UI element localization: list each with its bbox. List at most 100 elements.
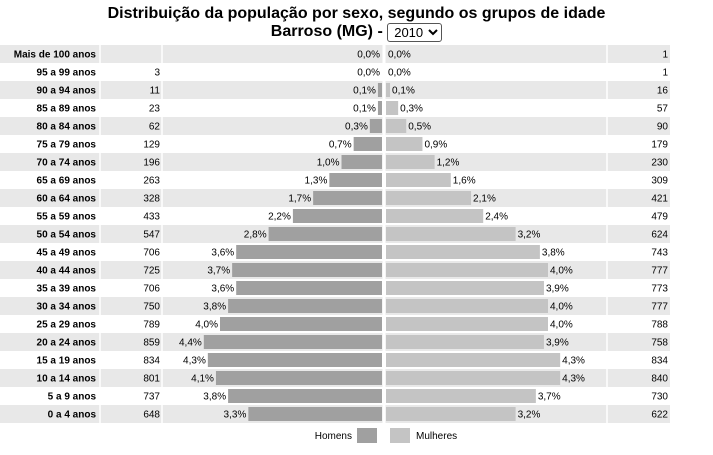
legend-women-label: Mulheres (416, 431, 457, 442)
women-bar (386, 83, 391, 97)
women-percent-label: 3,2% (518, 230, 541, 241)
men-percent-label: 0,0% (357, 50, 380, 61)
men-percent-label: 3,8% (203, 302, 226, 313)
men-percent-label: 4,1% (191, 374, 214, 385)
women-bar (386, 137, 423, 151)
men-count-label: 859 (143, 338, 160, 349)
women-count-label: 16 (657, 86, 669, 97)
women-bar (386, 101, 399, 115)
age-group-label: 55 a 59 anos (37, 212, 97, 223)
men-percent-label: 1,0% (317, 158, 340, 169)
men-count-label: 648 (143, 410, 160, 421)
women-count-label: 773 (651, 284, 668, 295)
women-count-label: 1 (662, 50, 668, 61)
women-count-label: 1 (662, 68, 668, 79)
men-count-label: 11 (150, 86, 161, 97)
age-group-label: 20 a 24 anos (37, 338, 97, 349)
women-percent-label: 4,0% (550, 266, 573, 277)
men-bar (377, 101, 382, 115)
men-count-label: 737 (143, 392, 160, 403)
women-percent-label: 4,0% (550, 320, 573, 331)
men-count-label: 3 (154, 68, 160, 79)
men-bar (248, 407, 382, 421)
women-percent-label: 0,0% (388, 50, 411, 61)
men-percent-label: 0,7% (329, 140, 352, 151)
year-select[interactable]: 2010 (387, 23, 443, 42)
men-percent-label: 4,0% (195, 320, 218, 331)
men-percent-label: 0,1% (353, 86, 376, 97)
women-count-label: 788 (651, 320, 668, 331)
women-count-label: 622 (651, 410, 668, 421)
women-percent-label: 0,1% (392, 86, 415, 97)
women-bar (386, 353, 561, 367)
women-percent-label: 1,2% (437, 158, 460, 169)
women-count-label: 230 (651, 158, 668, 169)
men-percent-label: 3,6% (211, 248, 234, 259)
men-percent-label: 0,0% (357, 68, 380, 79)
row-stripe (0, 117, 670, 135)
women-bar (386, 263, 548, 277)
men-percent-label: 2,2% (268, 212, 291, 223)
age-group-label: 5 a 9 anos (48, 392, 97, 403)
age-group-label: 15 a 19 anos (37, 356, 97, 367)
row-stripe (0, 81, 670, 99)
men-count-label: 750 (143, 302, 160, 313)
women-count-label: 309 (651, 176, 668, 187)
age-group-label: 35 a 39 anos (37, 284, 97, 295)
women-percent-label: 0,9% (424, 140, 447, 151)
women-bar (386, 227, 516, 241)
men-bar (215, 371, 382, 385)
women-percent-label: 3,9% (546, 284, 569, 295)
age-group-label: 10 a 14 anos (37, 374, 97, 385)
women-bar (386, 119, 407, 133)
women-count-label: 743 (651, 248, 668, 259)
men-percent-label: 2,8% (244, 230, 267, 241)
women-count-label: 777 (651, 302, 668, 313)
age-group-label: 40 a 44 anos (37, 266, 97, 277)
men-bar (228, 389, 382, 403)
women-bar (386, 317, 548, 331)
women-bar (386, 173, 451, 187)
men-percent-label: 3,6% (211, 284, 234, 295)
women-percent-label: 3,7% (538, 392, 561, 403)
men-percent-label: 0,3% (345, 122, 368, 133)
women-percent-label: 4,3% (562, 374, 585, 385)
women-count-label: 179 (651, 140, 668, 151)
men-count-label: 433 (143, 212, 160, 223)
women-percent-label: 0,0% (388, 68, 411, 79)
women-bar (386, 281, 544, 295)
row-stripe (0, 153, 670, 171)
age-group-label: 45 a 49 anos (37, 248, 97, 259)
men-count-label: 23 (149, 104, 161, 115)
women-percent-label: 4,3% (562, 356, 585, 367)
women-percent-label: 2,4% (485, 212, 508, 223)
men-count-label: 725 (143, 266, 160, 277)
women-percent-label: 1,6% (453, 176, 476, 187)
age-group-label: 80 a 84 anos (37, 122, 97, 133)
women-count-label: 777 (651, 266, 668, 277)
men-bar (313, 191, 382, 205)
men-count-label: 328 (143, 194, 160, 205)
women-count-label: 624 (651, 230, 668, 241)
women-percent-label: 2,1% (473, 194, 496, 205)
row-stripe (0, 45, 670, 63)
men-percent-label: 3,8% (203, 392, 226, 403)
men-count-label: 263 (143, 176, 160, 187)
age-group-label: 85 a 89 anos (37, 104, 97, 115)
age-group-label: 60 a 64 anos (37, 194, 97, 205)
men-bar (268, 227, 382, 241)
men-bar (236, 281, 382, 295)
legend-women-swatch (390, 428, 410, 443)
women-percent-label: 3,2% (518, 410, 541, 421)
men-count-label: 62 (149, 122, 161, 133)
men-bar (220, 317, 382, 331)
men-bar (207, 353, 382, 367)
women-bar (386, 245, 540, 259)
age-group-label: 75 a 79 anos (37, 140, 97, 151)
men-count-label: 547 (143, 230, 160, 241)
women-percent-label: 4,0% (550, 302, 573, 313)
age-group-label: 0 a 4 anos (48, 410, 97, 421)
men-percent-label: 0,1% (353, 104, 376, 115)
women-bar (386, 371, 561, 385)
men-bar (369, 119, 382, 133)
